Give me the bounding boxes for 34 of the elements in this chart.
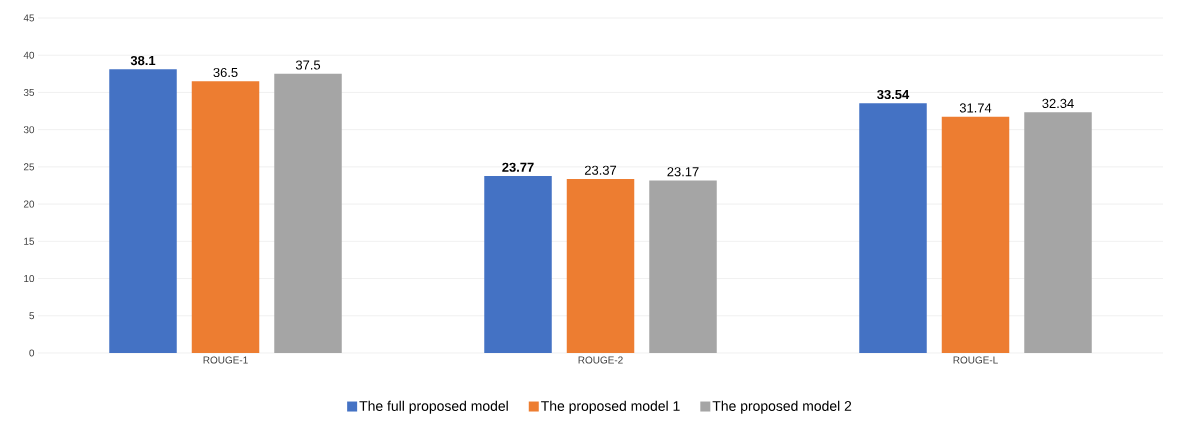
y-tick-label: 45 — [23, 14, 35, 22]
x-tick-label: ROUGE-1 — [203, 356, 248, 364]
y-tick-label: 5 — [29, 312, 35, 320]
y-tick-label: 35 — [23, 88, 35, 96]
data-label: 38.1 — [130, 55, 156, 66]
legend-label: The full proposed model — [359, 400, 508, 414]
data-label: 36.5 — [213, 67, 238, 78]
data-label: 33.54 — [877, 89, 910, 100]
bar — [859, 103, 927, 353]
data-label: 32.34 — [1042, 98, 1074, 109]
bar — [649, 180, 717, 353]
data-label: 37.5 — [295, 60, 321, 70]
bar — [484, 176, 552, 353]
y-tick-label: 15 — [24, 237, 35, 245]
y-tick-label: 25 — [23, 163, 35, 171]
bar — [274, 73, 342, 353]
bar — [191, 81, 260, 353]
bar — [109, 69, 177, 353]
data-label: 23.17 — [667, 167, 699, 177]
data-label: 23.37 — [584, 165, 617, 175]
y-tick-label: 40 — [23, 51, 35, 59]
x-tick-label: ROUGE-L — [953, 356, 998, 364]
legend-label: The proposed model 1 — [541, 400, 680, 414]
y-tick-label: 10 — [24, 275, 35, 283]
data-label: 23.77 — [502, 162, 534, 172]
legend-label: The proposed model 2 — [712, 400, 852, 414]
y-tick-label: 30 — [23, 126, 35, 134]
y-tick-label: 20 — [23, 200, 35, 208]
y-tick-label: 0 — [29, 349, 35, 357]
x-tick-label: ROUGE-2 — [578, 356, 623, 364]
bar — [566, 179, 635, 353]
data-label: 31.74 — [959, 103, 992, 113]
bar — [941, 116, 1010, 353]
bar — [1024, 112, 1092, 353]
